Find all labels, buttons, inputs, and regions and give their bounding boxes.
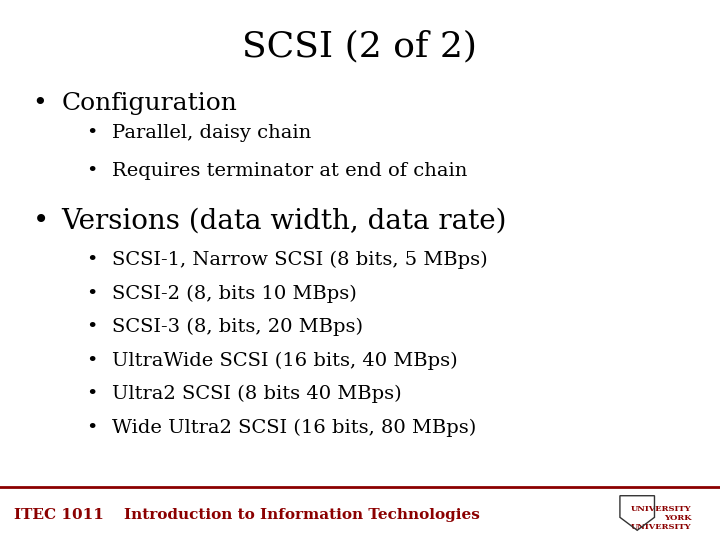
Text: SCSI-3 (8, bits, 20 MBps): SCSI-3 (8, bits, 20 MBps)	[112, 318, 363, 336]
Text: Versions (data width, data rate): Versions (data width, data rate)	[61, 208, 507, 235]
Text: •: •	[86, 385, 98, 403]
Text: •: •	[86, 162, 98, 180]
Text: UltraWide SCSI (16 bits, 40 MBps): UltraWide SCSI (16 bits, 40 MBps)	[112, 352, 457, 370]
Text: UNIVERSITY
YORK
UNIVERSITY: UNIVERSITY YORK UNIVERSITY	[631, 505, 691, 531]
Text: SCSI (2 of 2): SCSI (2 of 2)	[243, 30, 477, 64]
Text: Ultra2 SCSI (8 bits 40 MBps): Ultra2 SCSI (8 bits 40 MBps)	[112, 385, 401, 403]
Text: SCSI-1, Narrow SCSI (8 bits, 5 MBps): SCSI-1, Narrow SCSI (8 bits, 5 MBps)	[112, 251, 487, 269]
Text: •: •	[86, 318, 98, 336]
Text: •: •	[86, 251, 98, 269]
Text: ITEC 1011: ITEC 1011	[14, 508, 104, 522]
Text: •: •	[32, 92, 47, 115]
Text: Configuration: Configuration	[61, 92, 237, 115]
Text: SCSI-2 (8, bits 10 MBps): SCSI-2 (8, bits 10 MBps)	[112, 285, 356, 303]
Text: Wide Ultra2 SCSI (16 bits, 80 MBps): Wide Ultra2 SCSI (16 bits, 80 MBps)	[112, 418, 476, 437]
Text: •: •	[86, 418, 98, 436]
Text: Introduction to Information Technologies: Introduction to Information Technologies	[125, 508, 480, 522]
Text: •: •	[86, 285, 98, 302]
Text: •: •	[32, 208, 49, 235]
Text: Requires terminator at end of chain: Requires terminator at end of chain	[112, 162, 467, 180]
Text: •: •	[86, 124, 98, 142]
Text: •: •	[86, 352, 98, 369]
Text: Parallel, daisy chain: Parallel, daisy chain	[112, 124, 311, 142]
